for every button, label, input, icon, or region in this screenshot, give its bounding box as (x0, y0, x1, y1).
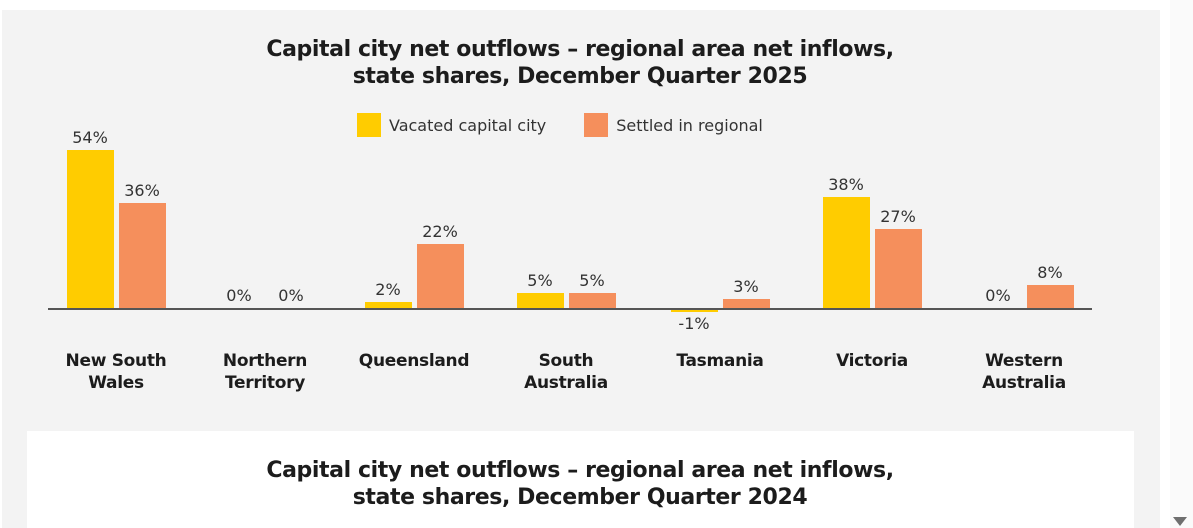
second-chart-title-line-1: Capital city net outflows – regional are… (266, 458, 894, 483)
category-label: South Australia (491, 350, 641, 394)
scroll-down-arrow-icon[interactable] (1173, 517, 1187, 526)
second-chart-title-line-2: state shares, December Quarter 2024 (352, 485, 808, 510)
legend-item-vacated: Vacated capital city (357, 113, 546, 137)
category-label-line: Territory (224, 373, 306, 393)
category-label-line: Western (985, 351, 1063, 371)
data-label: 38% (828, 174, 864, 194)
bar-settled (416, 243, 464, 308)
category-label: Queensland (339, 350, 489, 372)
data-label: 5% (527, 271, 553, 291)
data-label: 3% (733, 277, 759, 297)
data-label: 0% (226, 286, 252, 305)
data-label: -1% (678, 314, 710, 333)
category-label: Western Australia (949, 350, 1099, 394)
data-label: 36% (124, 180, 160, 200)
bar-vacated (670, 308, 718, 312)
bar-vacated (66, 149, 114, 308)
bar-vacated (364, 302, 412, 308)
bar-vacated (516, 293, 564, 308)
x-axis-baseline (48, 308, 1092, 310)
chart-legend: Vacated capital city Settled in regional (357, 113, 801, 137)
bar-settled (722, 299, 770, 308)
chart-title-line-2: state shares, December Quarter 2025 (352, 64, 808, 89)
category-label-line: Victoria (836, 351, 908, 371)
category-label-line: Wales (88, 373, 144, 393)
data-label: 8% (1037, 262, 1063, 282)
data-label: 27% (880, 206, 916, 226)
category-label: Northern Territory (190, 350, 340, 394)
legend-swatch-orange (584, 113, 609, 137)
data-label: 2% (375, 280, 401, 300)
bar-settled (118, 202, 166, 308)
data-label: 54% (72, 127, 108, 147)
category-label-line: Tasmania (676, 351, 764, 371)
chart-title: Capital city net outflows – regional are… (180, 36, 980, 90)
category-label-line: Australia (982, 373, 1066, 393)
data-label: 0% (278, 286, 304, 305)
category-label: Tasmania (645, 350, 795, 372)
data-label: 22% (422, 221, 458, 241)
category-label-line: Australia (524, 373, 608, 393)
legend-swatch-yellow (357, 113, 381, 137)
category-label-line: Northern (222, 351, 308, 371)
second-chart-card: Capital city net outflows – regional are… (27, 431, 1134, 528)
chart-title-line-1: Capital city net outflows – regional are… (266, 37, 894, 62)
legend-label: Vacated capital city (389, 115, 547, 135)
bar-vacated (822, 196, 870, 308)
bar-settled (874, 228, 922, 308)
legend-label: Settled in regional (616, 115, 763, 135)
category-label-line: Queensland (358, 351, 470, 371)
data-label: 0% (985, 286, 1011, 305)
category-label: Victoria (797, 350, 947, 372)
bar-settled (568, 293, 616, 308)
legend-item-settled: Settled in regional (584, 113, 763, 137)
vertical-scrollbar[interactable] (1170, 0, 1193, 528)
second-chart-title: Capital city net outflows – regional are… (180, 457, 980, 511)
category-label-line: New South (65, 351, 167, 371)
data-label: 5% (579, 271, 605, 291)
category-label: New South Wales (41, 350, 191, 394)
category-label-line: South (538, 351, 594, 371)
bar-settled (1026, 284, 1074, 308)
